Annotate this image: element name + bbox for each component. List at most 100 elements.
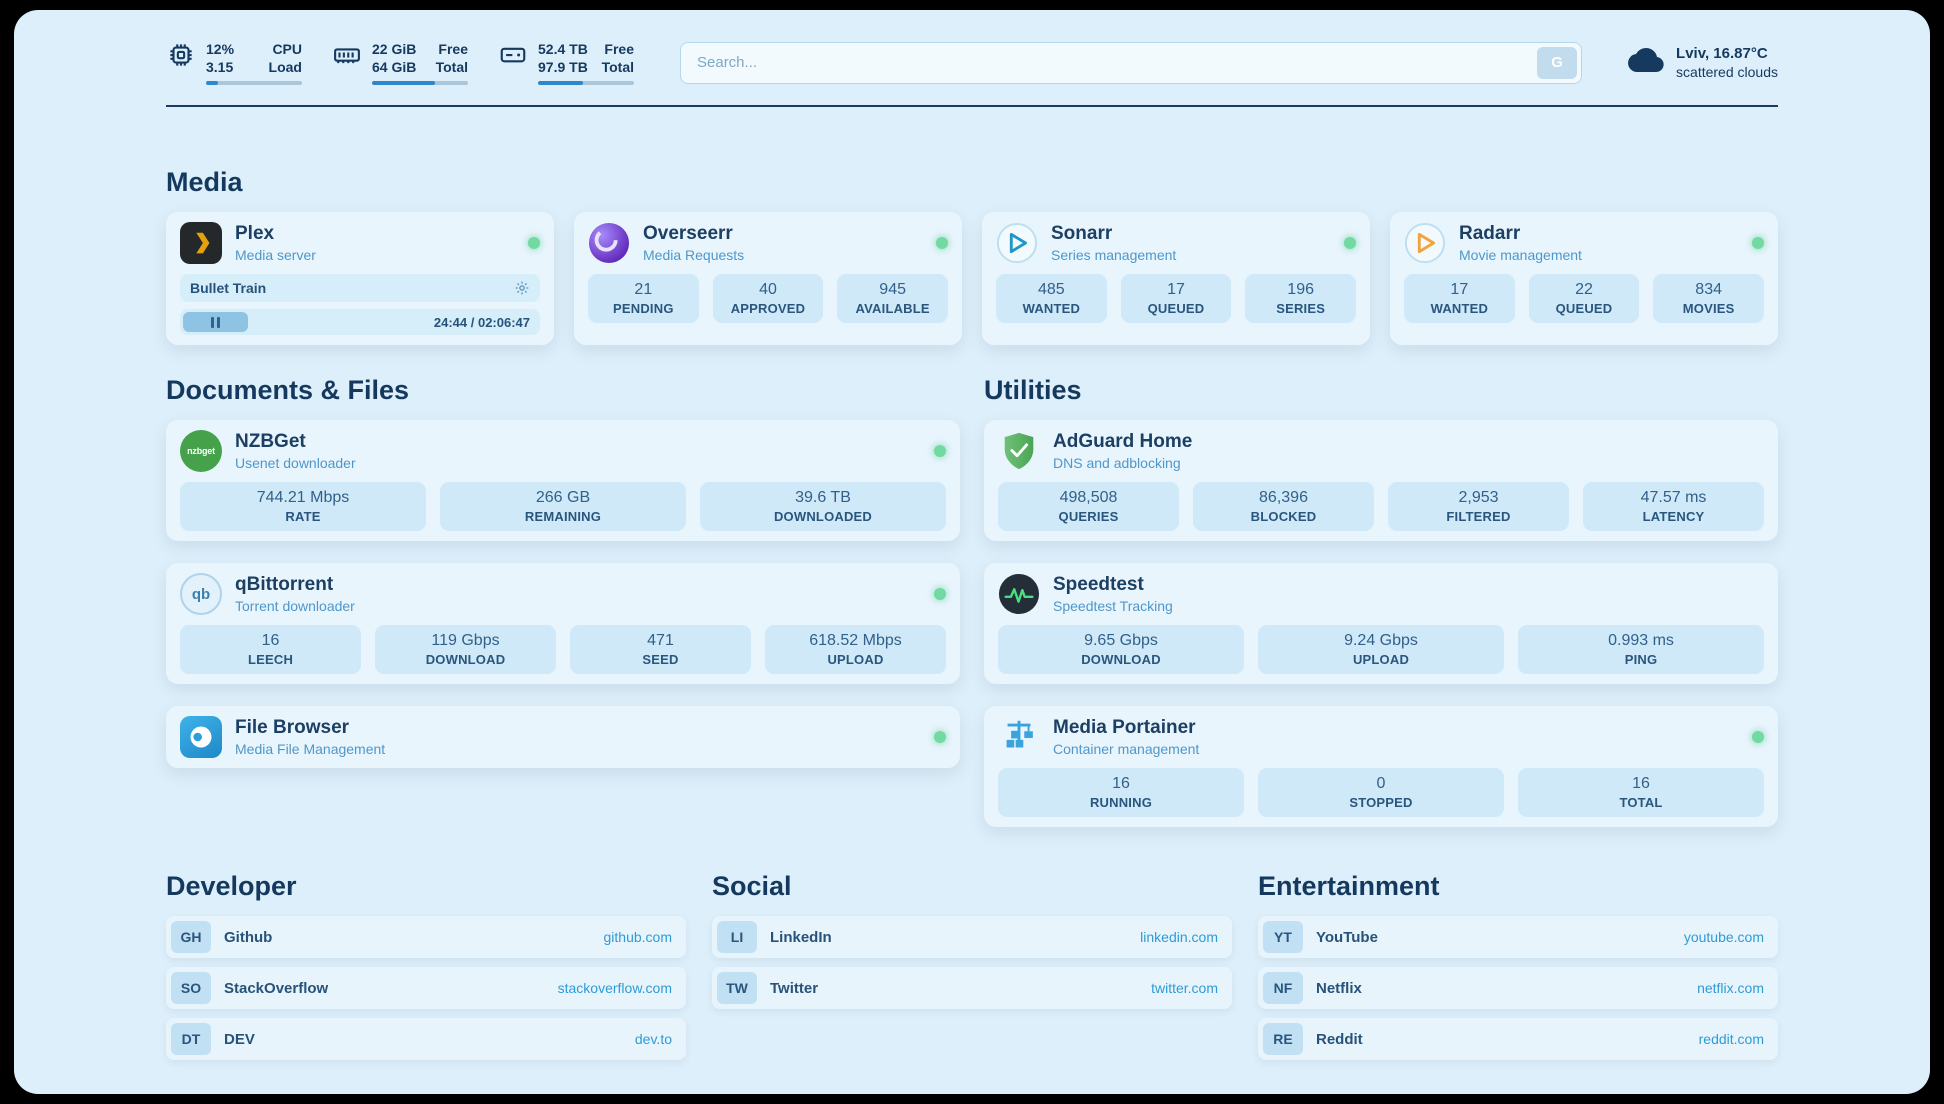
bookmark-url: linkedin.com [1140, 929, 1218, 946]
app-subtitle: Torrent downloader [235, 598, 355, 615]
stat-value: 119 Gbps [431, 632, 500, 650]
app-card-speedtest[interactable]: Speedtest Speedtest Tracking 9.65 Gbps D… [984, 563, 1778, 685]
app-card-adguard[interactable]: AdGuard Home DNS and adblocking 498,508 … [984, 420, 1778, 542]
ram-stat: 22 GiB 64 GiB Free Total [332, 40, 468, 86]
stat-label: UPLOAD [827, 652, 884, 668]
nzbget-icon: nzbget [180, 430, 222, 473]
stat-value: 618.52 Mbps [809, 632, 902, 650]
bookmark-name: Twitter [770, 979, 819, 997]
overseerr-icon [588, 222, 630, 264]
section-social: Social LI LinkedIn linkedin.com TW Twitt… [712, 871, 1232, 1060]
app-card-overseerr[interactable]: Overseerr Media Requests 21 PENDING 40 A… [574, 212, 962, 346]
stat-tile: 266 GB REMAINING [440, 482, 686, 532]
system-stats: 12% 3.15 CPU Load [166, 40, 634, 86]
app-subtitle: Series management [1051, 247, 1177, 264]
stat-tile: 618.52 Mbps UPLOAD [765, 625, 946, 675]
stat-value: 945 [879, 281, 906, 299]
radarr-icon [1404, 222, 1446, 264]
stat-tile: 834 MOVIES [1653, 274, 1764, 324]
app-card-portainer[interactable]: Media Portainer Container management 16 … [984, 706, 1778, 828]
app-title: qBittorrent [235, 574, 334, 596]
stat-value: 16 [261, 632, 280, 650]
app-card-sonarr[interactable]: Sonarr Series management 485 WANTED 17 Q… [982, 212, 1370, 346]
disk-labels: Free Total [601, 41, 634, 76]
app-title: File Browser [235, 717, 350, 739]
ram-values: 22 GiB 64 GiB [372, 41, 417, 76]
bookmark-reddit[interactable]: RE Reddit reddit.com [1258, 1018, 1778, 1061]
bookmark-badge: GH [171, 921, 211, 954]
bookmark-twitter[interactable]: TW Twitter twitter.com [712, 967, 1232, 1010]
bookmark-badge: RE [1263, 1023, 1303, 1056]
section-title-documents: Documents & Files [166, 375, 410, 406]
stat-tile: 47.57 ms LATENCY [1583, 482, 1764, 532]
app-subtitle: Usenet downloader [235, 455, 356, 472]
app-card-filebrowser[interactable]: File Browser Media File Management [166, 706, 960, 769]
stat-tile: 119 Gbps DOWNLOAD [375, 625, 556, 675]
bookmark-github[interactable]: GH Github github.com [166, 916, 686, 959]
section-developer: Developer GH Github github.com SO StackO… [166, 871, 686, 1061]
cpu-usage-bar [206, 81, 302, 86]
stat-value: 16 [1632, 775, 1650, 793]
stat-label: SERIES [1276, 301, 1326, 317]
bookmark-stackoverflow[interactable]: SO StackOverflow stackoverflow.com [166, 967, 686, 1010]
app-subtitle: Container management [1053, 741, 1200, 758]
pause-button[interactable] [183, 312, 248, 333]
bookmark-badge: SO [171, 972, 211, 1005]
stat-tile: 39.6 TB DOWNLOADED [700, 482, 946, 532]
gear-icon[interactable] [514, 280, 530, 296]
nzbget-icon-text: nzbget [187, 446, 215, 457]
bookmark-url: youtube.com [1683, 929, 1764, 946]
stat-label: QUEUED [1555, 301, 1613, 317]
search-input[interactable] [680, 41, 1583, 84]
weather-location: Lviv, 16.87°C [1676, 45, 1768, 63]
stat-value: 39.6 TB [795, 489, 851, 507]
section-title-media: Media [166, 167, 243, 198]
weather-widget: Lviv, 16.87°C scattered clouds [1628, 42, 1778, 83]
stat-tile: 0 STOPPED [1258, 768, 1504, 818]
stat-value: 2,953 [1458, 489, 1499, 507]
ram-usage-bar [372, 81, 468, 86]
stat-value: 9.24 Gbps [1344, 632, 1418, 650]
stat-label: LEECH [247, 652, 294, 668]
app-subtitle: Media File Management [235, 741, 386, 758]
bookmark-badge: YT [1263, 921, 1303, 954]
status-dot [934, 731, 946, 744]
app-card-nzbget[interactable]: nzbget NZBGet Usenet downloader 744.21 M… [166, 420, 960, 542]
stat-value: 17 [1167, 281, 1185, 299]
app-title: Overseerr [643, 223, 733, 245]
stat-label: BLOCKED [1250, 509, 1317, 525]
header-divider [166, 105, 1778, 108]
app-card-radarr[interactable]: Radarr Movie management 17 WANTED 22 QUE… [1390, 212, 1778, 346]
bookmark-youtube[interactable]: YT YouTube youtube.com [1258, 916, 1778, 959]
app-title: Plex [235, 223, 275, 245]
bookmark-linkedin[interactable]: LI LinkedIn linkedin.com [712, 916, 1232, 959]
stat-tile: 21 PENDING [588, 274, 699, 324]
stat-label: FILTERED [1446, 509, 1511, 525]
plex-icon [180, 222, 222, 265]
app-title: Media Portainer [1053, 717, 1196, 739]
stat-tile: 16 RUNNING [998, 768, 1244, 818]
search-engine-button[interactable]: G [1537, 46, 1578, 79]
ram-icon [332, 40, 362, 70]
app-card-qbittorrent[interactable]: qb qBittorrent Torrent downloader 16 LEE… [166, 563, 960, 685]
cpu-stat: 12% 3.15 CPU Load [166, 40, 302, 86]
bookmark-name: Netflix [1316, 979, 1362, 997]
bookmark-url: reddit.com [1698, 1031, 1764, 1048]
status-dot [1752, 237, 1764, 250]
bookmark-netflix[interactable]: NF Netflix netflix.com [1258, 967, 1778, 1010]
qbittorrent-icon-text: qb [191, 585, 211, 603]
bookmark-name: YouTube [1316, 928, 1378, 946]
stat-value: 40 [759, 281, 777, 299]
bookmark-name: DEV [224, 1030, 255, 1048]
bookmark-dev[interactable]: DT DEV dev.to [166, 1018, 686, 1061]
stat-label: WANTED [1430, 301, 1489, 317]
adguard-icon [998, 430, 1040, 472]
status-dot [1752, 731, 1764, 744]
dashboard-panel: 12% 3.15 CPU Load [14, 10, 1930, 1094]
stat-value: 86,396 [1259, 489, 1308, 507]
bookmark-badge: LI [717, 921, 757, 954]
plex-progress-bar[interactable]: 24:44 / 02:06:47 [180, 309, 540, 336]
app-card-plex[interactable]: Plex Media server Bullet Train [166, 212, 554, 346]
playback-time: 24:44 / 02:06:47 [433, 314, 530, 330]
disk-icon [498, 40, 528, 70]
